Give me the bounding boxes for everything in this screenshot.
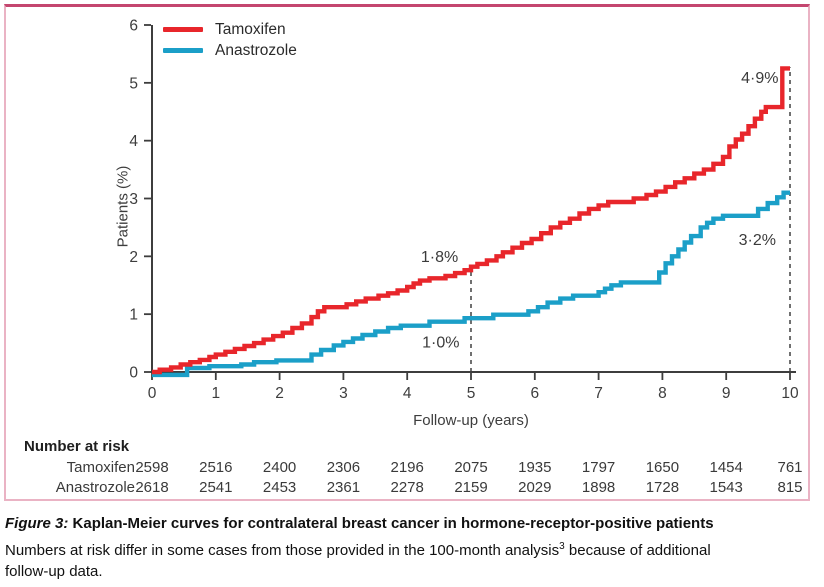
curve-value-annotation: 4·9% <box>741 70 778 87</box>
curve-value-annotation: 3·2% <box>739 232 776 249</box>
y-tick-label: 6 <box>129 18 138 35</box>
y-tick-label: 2 <box>129 249 138 266</box>
series-curve-anastrozole <box>152 190 790 378</box>
y-tick-label: 5 <box>129 75 138 92</box>
curve-value-annotation: 1·0% <box>422 335 459 352</box>
risk-value-tamoxifen-year1: 2516 <box>199 459 233 476</box>
risk-value-anastrozole-year6: 2029 <box>518 479 552 496</box>
risk-value-tamoxifen-year2: 2400 <box>262 459 297 476</box>
risk-value-anastrozole-year9: 1543 <box>709 479 743 496</box>
x-tick-label: 3 <box>339 385 348 402</box>
x-axis-title: Follow-up (years) <box>413 412 529 429</box>
x-tick-label: 10 <box>781 385 799 402</box>
legend-item-tamoxifen: Tamoxifen <box>163 19 297 40</box>
caption-figure-label: Figure 3: <box>5 515 69 532</box>
number-at-risk-header: Number at risk <box>24 438 130 455</box>
km-chart: 0 1 2 3 4 5 6 7 8 9 10 0 1 2 3 4 5 6 1·8% 1·0% 4·9% 3·2% <box>129 18 799 403</box>
risk-value-tamoxifen-year3: 2306 <box>326 459 361 476</box>
legend-item-anastrozole: Anastrozole <box>163 40 297 61</box>
figure-caption: Figure 3: Kaplan-Meier curves for contra… <box>5 513 795 582</box>
legend-label-anastrozole: Anastrozole <box>215 41 297 59</box>
risk-value-anastrozole-year4: 2278 <box>390 479 424 496</box>
caption-title-text: Kaplan-Meier curves for contralateral br… <box>72 515 714 532</box>
risk-value-tamoxifen-year9: 1454 <box>709 459 743 476</box>
risk-value-anastrozole-year1: 2541 <box>199 479 233 496</box>
risk-row-label-tamoxifen: Tamoxifen <box>66 459 135 476</box>
x-tick-label: 6 <box>530 385 539 402</box>
risk-value-tamoxifen-year0: 2598 <box>135 459 169 476</box>
series-curve-tamoxifen <box>152 66 790 375</box>
figure-panel-border <box>4 4 810 501</box>
x-tick-label: 5 <box>467 385 476 402</box>
x-tick-label: 1 <box>211 385 220 402</box>
risk-value-anastrozole-year7: 1898 <box>581 479 616 496</box>
curve-value-annotation: 1·8% <box>421 249 458 266</box>
x-tick-label: 8 <box>658 385 667 402</box>
y-axis-title: Patients (%) <box>114 165 132 248</box>
anastrozole-line-swatch <box>163 48 203 53</box>
x-tick-label: 0 <box>148 385 157 402</box>
risk-value-tamoxifen-year8: 1650 <box>645 459 680 476</box>
y-tick-label: 0 <box>129 365 138 382</box>
risk-value-tamoxifen-year7: 1797 <box>581 459 616 476</box>
risk-value-tamoxifen-year10: 761 <box>777 459 803 476</box>
risk-value-anastrozole-year0: 2618 <box>135 479 169 496</box>
tamoxifen-line-swatch <box>163 27 203 32</box>
risk-value-anastrozole-year2: 2453 <box>262 479 297 496</box>
risk-value-anastrozole-year3: 2361 <box>326 479 361 496</box>
caption-note-reference-superscript: 3 <box>559 541 565 552</box>
risk-value-tamoxifen-year6: 1935 <box>518 459 552 476</box>
y-tick-label: 4 <box>129 133 138 150</box>
caption-note-pre: Numbers at risk differ in some cases fro… <box>5 542 560 559</box>
x-tick-label: 7 <box>594 385 603 402</box>
caption-title-line: Figure 3: Kaplan-Meier curves for contra… <box>5 513 795 534</box>
legend-label-tamoxifen: Tamoxifen <box>215 20 286 38</box>
y-tick-label: 3 <box>129 191 138 208</box>
risk-value-anastrozole-year10: 815 <box>777 479 803 496</box>
risk-value-anastrozole-year5: 2159 <box>454 479 488 496</box>
risk-value-anastrozole-year8: 1728 <box>645 479 680 496</box>
risk-row-label-anastrozole: Anastrozole <box>55 479 135 496</box>
y-tick-label: 1 <box>129 307 138 324</box>
x-tick-label: 4 <box>403 385 412 402</box>
x-tick-label: 9 <box>722 385 731 402</box>
x-tick-label: 2 <box>275 385 284 402</box>
caption-note: Numbers at risk differ in some cases fro… <box>5 536 745 582</box>
risk-value-tamoxifen-year4: 2196 <box>390 459 424 476</box>
risk-value-tamoxifen-year5: 2075 <box>454 459 488 476</box>
legend: Tamoxifen Anastrozole <box>163 19 297 61</box>
caption-note-post: because of additional follow-up data. <box>5 542 711 580</box>
